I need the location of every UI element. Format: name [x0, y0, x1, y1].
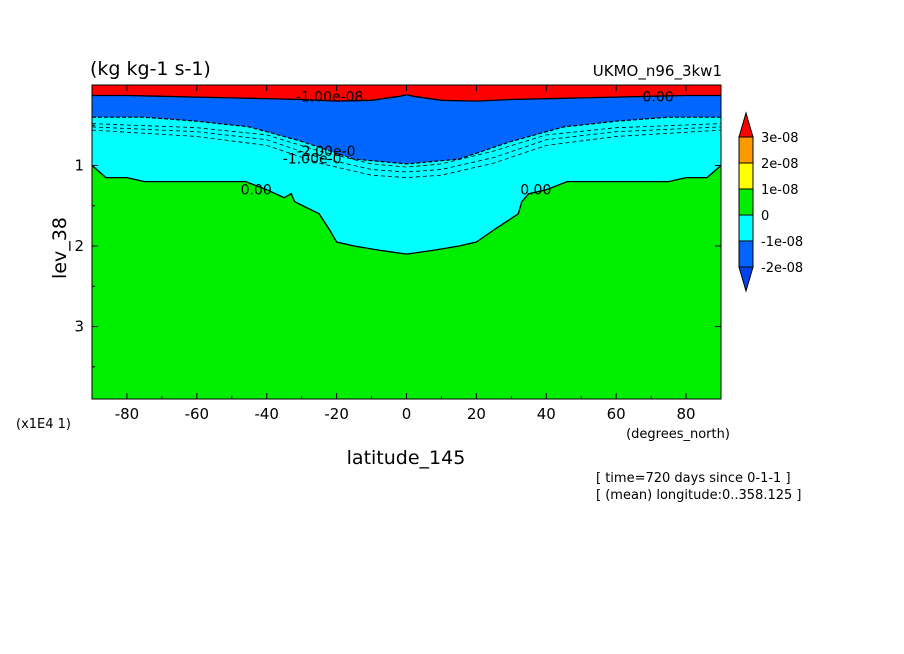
x-tick-label: 0 — [402, 405, 412, 423]
x-axis-units: (degrees_north) — [626, 427, 730, 442]
colorbar-swatch — [738, 214, 754, 242]
x-tick-label: -80 — [115, 405, 140, 423]
x-tick-label: 80 — [677, 405, 696, 423]
minus2e-08-contour — [92, 116, 721, 165]
x-tick-label: -20 — [324, 405, 349, 423]
contour-label: -2.00e-0 — [297, 144, 356, 160]
y-tick-label: 2 — [74, 237, 84, 255]
colorbar-label: 0 — [761, 209, 769, 224]
contour-label: -1.00e-0 — [283, 151, 342, 167]
colorbar-label: 1e-08 — [761, 183, 799, 198]
colorbar-swatch — [738, 240, 754, 268]
axes: -80 -60 -40 -20 0 20 40 60 80 1 2 3 — [74, 84, 722, 423]
minus2e-08-region — [92, 85, 721, 164]
units-title: (kg kg-1 s-1) — [90, 58, 211, 80]
colorbar-swatch — [738, 188, 754, 216]
contour-label: 0.00 — [643, 89, 674, 105]
contour-labels: 0.00 0.00 0.00 -2.00e-0-1.00e-0 -1.00e-08 — [241, 89, 674, 198]
colorbar-top-arrow — [738, 111, 754, 138]
contour-label: 0.00 — [241, 183, 272, 199]
colorbar-swatch — [738, 136, 754, 164]
y-tick-label: 3 — [74, 318, 84, 336]
x-axis-label: latitude_145 — [347, 447, 466, 469]
x-tick-label: 60 — [607, 405, 626, 423]
contour-lines — [91, 94, 722, 255]
contour-label: -1.00e-08 — [296, 89, 364, 105]
x-tick-label: -40 — [254, 405, 279, 423]
y-tick-label: 1 — [74, 157, 84, 175]
upper-zero-contour — [92, 94, 721, 102]
top-positive-region — [92, 85, 721, 102]
colorbar-bottom-arrow — [738, 266, 754, 293]
x-tick-label: 20 — [467, 405, 486, 423]
colorbar-label: 3e-08 — [761, 131, 799, 146]
colorbar-label: -1e-08 — [761, 235, 803, 250]
colorbar-label: 2e-08 — [761, 157, 799, 172]
footer-time: [ time=720 days since 0-1-1 ] — [596, 471, 791, 486]
x-tick-label: -60 — [185, 405, 210, 423]
zero-contour — [91, 165, 722, 255]
dashed-contour-0 — [91, 123, 722, 168]
dataset-title: UKMO_n96_3kw1 — [593, 62, 722, 81]
x-tick-label: 40 — [537, 405, 556, 423]
footer-longitude: [ (mean) longitude:0..358.125 ] — [596, 488, 801, 503]
colorbar: 3e-08 2e-08 1e-08 0 -1e-08 -2e-08 — [738, 111, 803, 293]
plot-area — [92, 85, 721, 399]
colorbar-label: -2e-08 — [761, 261, 803, 276]
y-axis-label: lev_38 — [49, 217, 71, 279]
y-scale-note: (x1E4 1) — [16, 417, 71, 432]
colorbar-swatch — [738, 162, 754, 190]
contour-label: 0.00 — [520, 183, 551, 199]
